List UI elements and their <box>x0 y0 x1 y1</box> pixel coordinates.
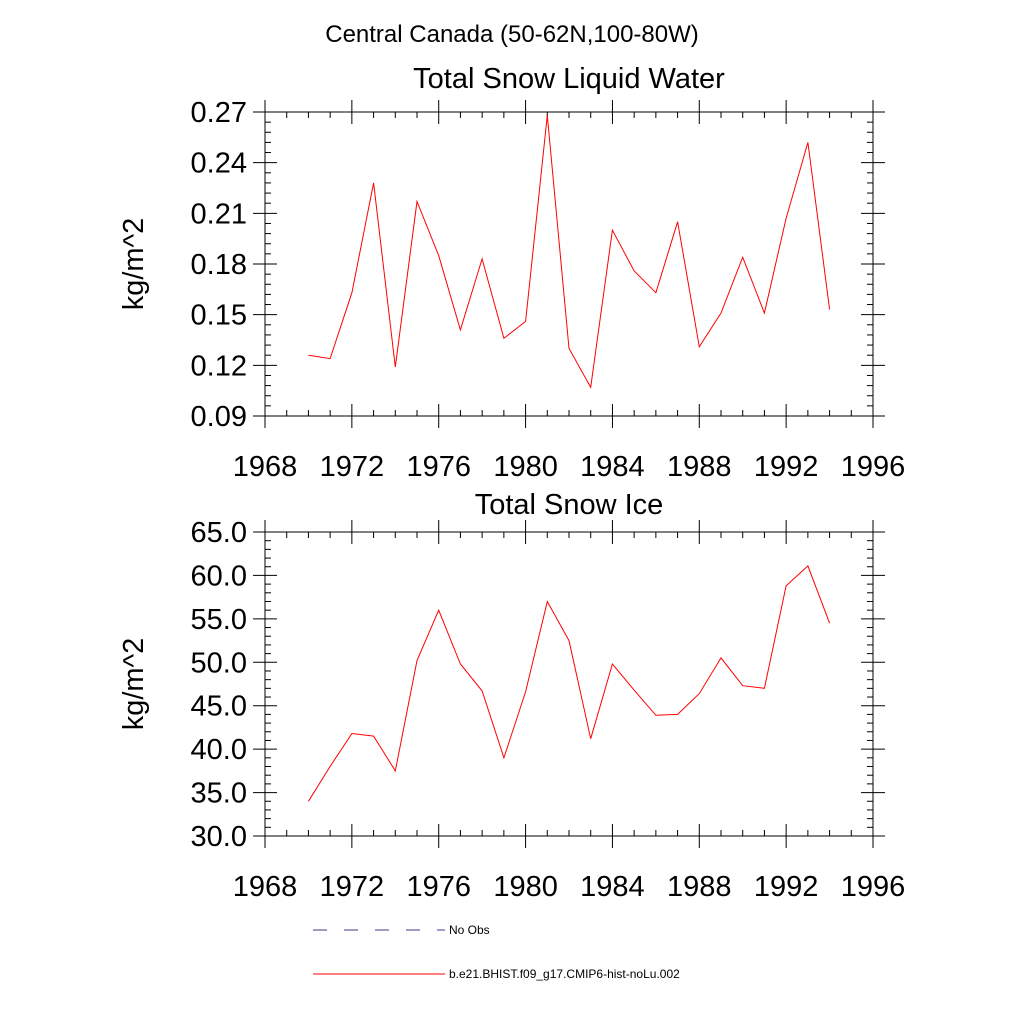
plot-frame <box>264 111 874 417</box>
x-tick-label: 1984 <box>580 871 645 903</box>
x-tick-label: 1972 <box>320 871 385 903</box>
x-tick-label: 1972 <box>320 451 385 483</box>
x-tick-label: 1992 <box>754 451 819 483</box>
panel-title: Total Snow Liquid Water <box>413 63 725 95</box>
legend-model-label: b.e21.BHIST.f09_g17.CMIP6-hist-noLu.002 <box>449 967 680 981</box>
x-tick-label: 1980 <box>493 871 558 903</box>
y-tick-label: 0.15 <box>191 300 247 332</box>
x-tick-label: 1976 <box>406 451 471 483</box>
x-tick-label: 1984 <box>580 451 645 483</box>
y-tick-label: 0.24 <box>191 148 247 180</box>
panel-snow-liquid-water: Total Snow Liquid Water kg/m^2 1968 1972 197… <box>118 63 905 483</box>
figure-title: Central Canada (50-62N,100-80W) <box>325 21 699 48</box>
y-axis-label: kg/m^2 <box>118 638 150 731</box>
x-tick-label: 1968 <box>233 451 298 483</box>
y-tick-label: 30.0 <box>191 821 247 853</box>
series-line <box>308 115 831 389</box>
y-tick-label: 55.0 <box>191 604 247 636</box>
panel-snow-ice: Total Snow Ice kg/m^2 1968 1972 1976 1980 1984… <box>118 489 905 903</box>
x-tick-label: 1988 <box>667 451 732 483</box>
y-tick-label: 0.21 <box>191 198 247 230</box>
y-tick-label: 60.0 <box>191 560 247 592</box>
x-tick-label: 1968 <box>233 871 298 903</box>
y-tick-label: 50.0 <box>191 647 247 679</box>
y-tick-label: 35.0 <box>191 778 247 810</box>
x-tick-label: 1996 <box>841 871 906 903</box>
y-tick-label: 0.27 <box>191 97 247 129</box>
x-tick-label: 1996 <box>841 451 906 483</box>
y-axis-label: kg/m^2 <box>118 218 150 311</box>
y-tick-label: 0.09 <box>191 401 247 433</box>
plot-frame <box>264 531 874 837</box>
x-tick-label: 1988 <box>667 871 732 903</box>
legend-obs-label: No Obs <box>449 923 490 937</box>
x-tick-label: 1992 <box>754 871 819 903</box>
y-tick-label: 40.0 <box>191 734 247 766</box>
x-tick-label: 1976 <box>406 871 471 903</box>
y-tick-label: 45.0 <box>191 691 247 723</box>
y-tick-label: 65.0 <box>191 517 247 549</box>
legend: No Obs b.e21.BHIST.f09_g17.CMIP6-hist-no… <box>313 923 680 981</box>
y-tick-label: 0.12 <box>191 350 247 382</box>
x-tick-label: 1980 <box>493 451 558 483</box>
series-line <box>307 565 831 802</box>
panel-title: Total Snow Ice <box>475 489 664 521</box>
y-tick-label: 0.18 <box>191 249 247 281</box>
